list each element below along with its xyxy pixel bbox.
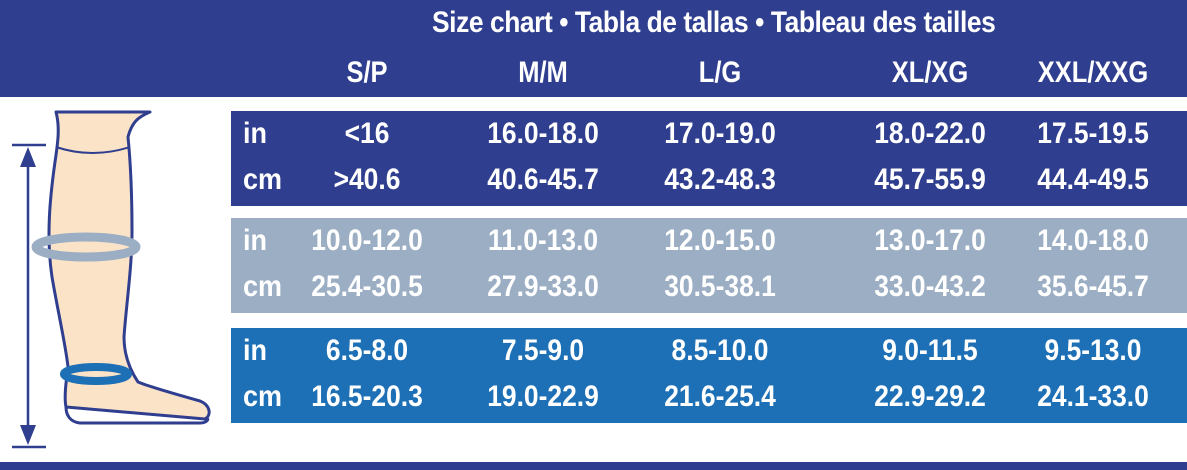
size-chart-header: Size chart • Tabla de tallas • Tableau d…: [0, 0, 1187, 97]
unit-cm: cm: [243, 380, 283, 413]
ankle-measurement-band: [60, 363, 132, 385]
footer-bar: [0, 462, 1187, 470]
cell-value: 11.0-13.0: [487, 224, 599, 257]
cell-value: 9.0-11.5: [882, 334, 978, 367]
cell-value: 40.6-45.7: [487, 163, 599, 196]
thigh-measurement-band: in cm <16 16.0-18.0 17.0-19.0 18.0-22.0 …: [231, 111, 1187, 206]
cell-value: 14.0-18.0: [1037, 224, 1149, 257]
cell-value: 27.9-33.0: [487, 270, 599, 303]
unit-in: in: [243, 117, 268, 150]
cell-value: 35.6-45.7: [1037, 270, 1149, 303]
unit-in: in: [243, 224, 268, 257]
cell-value: 13.0-17.0: [874, 224, 986, 257]
cell-value: 6.5-8.0: [325, 334, 409, 367]
cell-value: 33.0-43.2: [874, 270, 986, 303]
unit-in: in: [243, 334, 268, 367]
cell-value: 12.0-15.0: [664, 224, 776, 257]
size-label-m: M/M: [518, 56, 568, 89]
calf-measurement-row: in cm 10.0-12.0 11.0-13.0 12.0-15.0 13.0…: [231, 218, 1187, 313]
size-label-s: S/P: [346, 56, 388, 89]
cell-value: 10.0-12.0: [311, 224, 423, 257]
cell-value: 43.2-48.3: [664, 163, 776, 196]
chart-title: Size chart • Tabla de tallas • Tableau d…: [432, 6, 996, 39]
size-label-xxl: XXL/XXG: [1037, 56, 1149, 89]
cell-value: <16: [344, 117, 390, 150]
cell-value: 7.5-9.0: [501, 334, 585, 367]
cell-value: 19.0-22.9: [487, 380, 599, 413]
leg-measurement-illustration: [12, 110, 211, 449]
cell-value: 21.6-25.4: [664, 380, 776, 413]
cell-value: 18.0-22.0: [874, 117, 986, 150]
cell-value: 16.0-18.0: [487, 117, 599, 150]
cell-value: 30.5-38.1: [664, 270, 776, 303]
unit-cm: cm: [243, 270, 283, 303]
calf-measurement-band: [31, 232, 141, 262]
cell-value: 22.9-29.2: [874, 380, 986, 413]
ankle-measurement-row: in cm 6.5-8.0 7.5-9.0 8.5-10.0 9.0-11.5 …: [231, 328, 1187, 423]
cell-value: 9.5-13.0: [1044, 334, 1142, 367]
unit-cm: cm: [243, 163, 283, 196]
cell-value: >40.6: [333, 163, 401, 196]
cell-value: 44.4-49.5: [1037, 163, 1149, 196]
cell-value: 8.5-10.0: [671, 334, 769, 367]
cell-value: 17.0-19.0: [664, 117, 776, 150]
cell-value: 24.1-33.0: [1037, 380, 1149, 413]
cell-value: 45.7-55.9: [874, 163, 986, 196]
size-label-xl: XL/XG: [891, 56, 969, 89]
cell-value: 16.5-20.3: [311, 380, 423, 413]
cell-value: 25.4-30.5: [311, 270, 423, 303]
cell-value: 17.5-19.5: [1037, 117, 1149, 150]
size-label-l: L/G: [698, 56, 742, 89]
